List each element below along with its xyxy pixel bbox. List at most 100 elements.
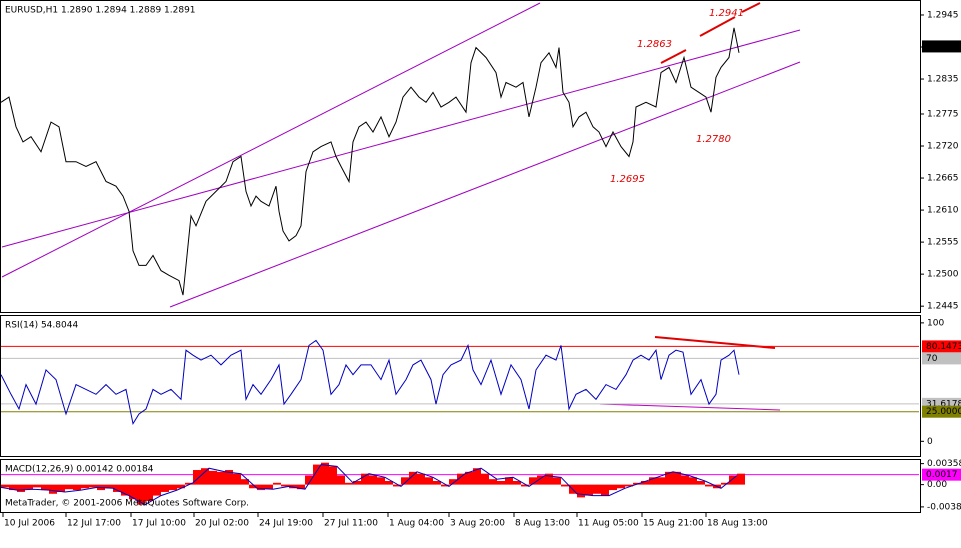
histogram-bar: [353, 480, 361, 485]
x-tick-label: 10 Jul 2006: [4, 519, 55, 529]
panel-title: EURUSD,H1 1.2890 1.2894 1.2889 1.2891: [5, 6, 196, 16]
histogram-bar: [185, 482, 193, 485]
histogram-bar: [9, 484, 17, 491]
channel-lines: [1, 2, 801, 308]
trend-line: [660, 49, 687, 64]
x-tick-label: 3 Aug 20:00: [450, 519, 505, 529]
histogram-bar: [729, 475, 737, 485]
histogram-bar: [625, 484, 633, 487]
price-panel: [0, 0, 921, 313]
level-label: 31.6178: [926, 399, 961, 409]
histogram-bar: [81, 484, 89, 489]
histogram-bar: [497, 480, 505, 485]
last-price-box: [922, 40, 961, 53]
price-line: [0, 339, 740, 426]
histogram-bar: [89, 484, 97, 488]
histogram-bar: [697, 480, 705, 485]
histogram-bar: [153, 484, 161, 496]
channel-middle: [1, 29, 801, 248]
histogram-bar: [449, 479, 457, 485]
panel-title: MACD(12,26,9) 0.00142 0.00184: [5, 465, 154, 475]
histogram-bar: [265, 484, 273, 490]
histogram-bar: [689, 477, 697, 485]
histogram-bar: [249, 484, 257, 489]
histogram-bar: [329, 466, 337, 485]
x-tick-label: 20 Jul 02:00: [195, 519, 249, 529]
histogram-bar: [521, 484, 529, 487]
histogram-bar: [337, 475, 345, 485]
x-tick-label: 24 Jul 19:00: [259, 519, 313, 529]
level-label-box: [922, 340, 961, 353]
histogram-bar: [241, 479, 249, 485]
histogram-bar: [609, 484, 617, 491]
rsi-support-line: [599, 403, 781, 411]
trend-line: [741, 2, 761, 13]
histogram-bar: [289, 484, 297, 489]
histogram-bar: [673, 471, 681, 485]
histogram-bar: [1, 484, 9, 488]
histogram-bar: [305, 475, 313, 485]
x-tick-label: 11 Aug 05:00: [578, 519, 639, 529]
histogram-bar: [105, 484, 113, 489]
annotation: 1.2863: [637, 39, 672, 50]
annotation: 1.2695: [610, 174, 645, 185]
histogram-bar: [121, 484, 129, 496]
histogram-bar: [737, 473, 745, 485]
rsi-panel: [0, 315, 921, 457]
histogram-bar: [641, 480, 649, 485]
histogram-bar: [321, 462, 329, 485]
y-tick-label: 1.2835: [927, 75, 959, 85]
histogram-bar: [417, 473, 425, 485]
histogram-bar: [137, 484, 145, 505]
histogram-bar: [649, 477, 657, 485]
panel-title: RSI(14) 54.8044: [5, 321, 78, 331]
histogram-bar: [601, 484, 609, 496]
histogram-bar: [681, 475, 689, 485]
histogram-bar: [169, 484, 177, 491]
histogram-bar: [377, 477, 385, 485]
channel-upper: [1, 2, 541, 278]
histogram-bar: [65, 484, 73, 490]
copyright: MetaTrader, © 2001-2006 MetaQuotes Softw…: [5, 499, 249, 509]
y-tick-label: 1.2500: [927, 270, 959, 280]
histogram-bar: [161, 484, 169, 492]
histogram-bar: [473, 468, 481, 485]
price-line: [0, 27, 740, 296]
histogram-bar: [345, 482, 353, 485]
histogram-bar: [617, 484, 625, 489]
level-label: 80.1473: [926, 342, 961, 352]
x-tick-label: 15 Aug 21:00: [643, 519, 704, 529]
histogram-bar: [545, 473, 553, 485]
histogram-bar: [233, 473, 241, 485]
histogram-bar: [57, 484, 65, 492]
x-tick-label: 18 Aug 13:00: [707, 519, 768, 529]
annotation: 1.2941: [709, 8, 744, 19]
histogram-bar: [577, 484, 585, 498]
x-tick-label: 12 Jul 17:00: [67, 519, 121, 529]
signal-line: [0, 464, 738, 506]
level-label-box: [922, 405, 961, 418]
y-tick-label: 100: [927, 318, 944, 328]
histogram-bar: [585, 484, 593, 496]
last-price-label: 1.2891: [926, 42, 958, 52]
histogram-bar: [41, 484, 49, 491]
histogram-bar: [537, 475, 545, 485]
histogram-bar: [457, 473, 465, 485]
histogram-bar: [313, 464, 321, 485]
histogram-bar: [297, 484, 305, 490]
histogram-bar: [401, 477, 409, 485]
histogram-bar: [593, 484, 601, 494]
y-tick-label: -0.0038: [927, 502, 961, 512]
trend-line: [699, 16, 736, 37]
histogram-bar: [49, 484, 57, 494]
histogram-bar: [393, 484, 401, 487]
x-tick-label: 17 Jul 10:00: [132, 519, 186, 529]
histogram-bar: [369, 475, 377, 485]
histogram-bar: [257, 484, 265, 491]
level-label: 25.0000: [926, 407, 961, 417]
histogram-bar: [465, 471, 473, 485]
y-tick-label: 1.2775: [927, 109, 959, 119]
y-tick-label: 1.2445: [927, 302, 959, 312]
